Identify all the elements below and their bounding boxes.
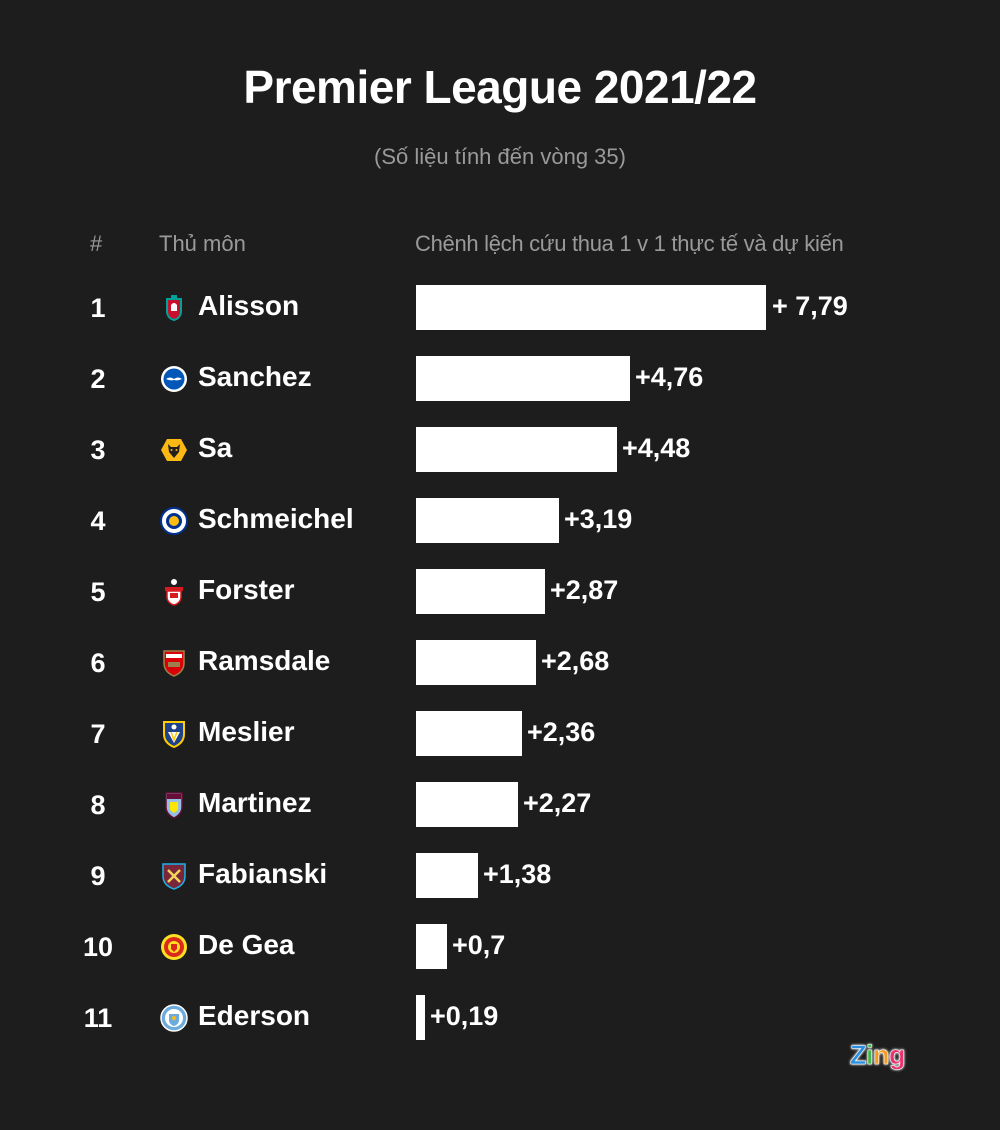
logo-letter: Z bbox=[850, 1040, 867, 1071]
logo-letter: g bbox=[889, 1040, 906, 1071]
rank-number: 5 bbox=[90, 577, 106, 607]
wolves-crest-icon bbox=[159, 435, 189, 465]
player-name: Sa bbox=[198, 432, 233, 463]
player-name: De Gea bbox=[198, 929, 295, 960]
brighton-crest-icon bbox=[159, 364, 189, 394]
column-header-player: Thủ môn bbox=[159, 231, 246, 256]
rank-number: 8 bbox=[90, 790, 106, 820]
value-bar bbox=[416, 427, 617, 472]
logo-letter: i bbox=[866, 1040, 874, 1071]
logo-letter: n bbox=[873, 1040, 890, 1071]
chart-row: 2 Sanchez +4,76 bbox=[0, 342, 1000, 413]
value-label: +2,68 bbox=[541, 646, 610, 676]
rank-number: 1 bbox=[90, 293, 106, 323]
leicester-crest-icon bbox=[159, 506, 189, 536]
chart-title: Premier League 2021/22 bbox=[243, 61, 757, 113]
rank-number: 2 bbox=[90, 364, 106, 394]
value-bar bbox=[416, 995, 425, 1040]
player-name: Martinez bbox=[198, 787, 312, 818]
column-header-metric: Chênh lệch cứu thua 1 v 1 thực tế và dự … bbox=[415, 231, 844, 256]
player-name: Ramsdale bbox=[198, 645, 331, 676]
chart-rows: 1 Alisson + 7,79 2 Sanchez +4,76 3 Sa +4,48 4 Schm… bbox=[0, 271, 1000, 1052]
value-bar bbox=[416, 853, 478, 898]
value-bar bbox=[416, 285, 766, 330]
chart-row: 10 De Gea +0,7 bbox=[0, 910, 1000, 981]
chart-row: 5 Forster +2,87 bbox=[0, 555, 1000, 626]
chart-row: 8 Martinez +2,27 bbox=[0, 768, 1000, 839]
chart-row: 11 Ederson +0,19 bbox=[0, 981, 1000, 1052]
rank-number: 3 bbox=[90, 435, 106, 465]
player-name: Ederson bbox=[198, 1000, 311, 1031]
value-label: +0,19 bbox=[430, 1001, 499, 1031]
value-bar bbox=[416, 640, 536, 685]
player-name: Alisson bbox=[198, 290, 300, 321]
player-name: Forster bbox=[198, 574, 295, 605]
value-bar bbox=[416, 782, 518, 827]
value-bar bbox=[416, 498, 559, 543]
chart-row: 7 Meslier +2,36 bbox=[0, 697, 1000, 768]
man-united-crest-icon bbox=[159, 932, 189, 962]
rank-number: 6 bbox=[90, 648, 106, 678]
value-label: +4,48 bbox=[622, 433, 691, 463]
west-ham-crest-icon bbox=[159, 861, 189, 891]
man-city-crest-icon bbox=[159, 1003, 189, 1033]
value-label: +0,7 bbox=[452, 930, 506, 960]
value-bar bbox=[416, 711, 522, 756]
rank-number: 4 bbox=[90, 506, 106, 536]
southampton-crest-icon bbox=[159, 577, 189, 607]
value-bar bbox=[416, 924, 447, 969]
column-header-rank: # bbox=[90, 231, 103, 256]
value-label: + 7,79 bbox=[772, 291, 848, 321]
arsenal-crest-icon bbox=[159, 648, 189, 678]
value-label: +3,19 bbox=[564, 504, 633, 534]
chart-row: 6 Ramsdale +2,68 bbox=[0, 626, 1000, 697]
chart-row: 3 Sa +4,48 bbox=[0, 413, 1000, 484]
chart-row: 9 Fabianski +1,38 bbox=[0, 839, 1000, 910]
rank-number: 9 bbox=[90, 861, 106, 891]
value-label: +2,27 bbox=[523, 788, 592, 818]
zing-logo: Zing bbox=[850, 1040, 906, 1071]
rank-number: 11 bbox=[83, 1003, 113, 1033]
rank-number: 10 bbox=[82, 932, 114, 962]
chart-row: 1 Alisson + 7,79 bbox=[0, 271, 1000, 342]
value-label: +2,87 bbox=[550, 575, 619, 605]
aston-villa-crest-icon bbox=[159, 790, 189, 820]
player-name: Sanchez bbox=[198, 361, 312, 392]
value-label: +4,76 bbox=[635, 362, 704, 392]
rank-number: 7 bbox=[90, 719, 106, 749]
liverpool-crest-icon bbox=[159, 293, 189, 323]
chart-subtitle: (Số liệu tính đến vòng 35) bbox=[374, 144, 626, 169]
leeds-crest-icon bbox=[159, 719, 189, 749]
player-name: Fabianski bbox=[198, 858, 328, 889]
value-bar bbox=[416, 356, 630, 401]
value-label: +1,38 bbox=[483, 859, 552, 889]
player-name: Meslier bbox=[198, 716, 295, 747]
chart-row: 4 Schmeichel +3,19 bbox=[0, 484, 1000, 555]
value-bar bbox=[416, 569, 545, 614]
player-name: Schmeichel bbox=[198, 503, 354, 534]
value-label: +2,36 bbox=[527, 717, 596, 747]
